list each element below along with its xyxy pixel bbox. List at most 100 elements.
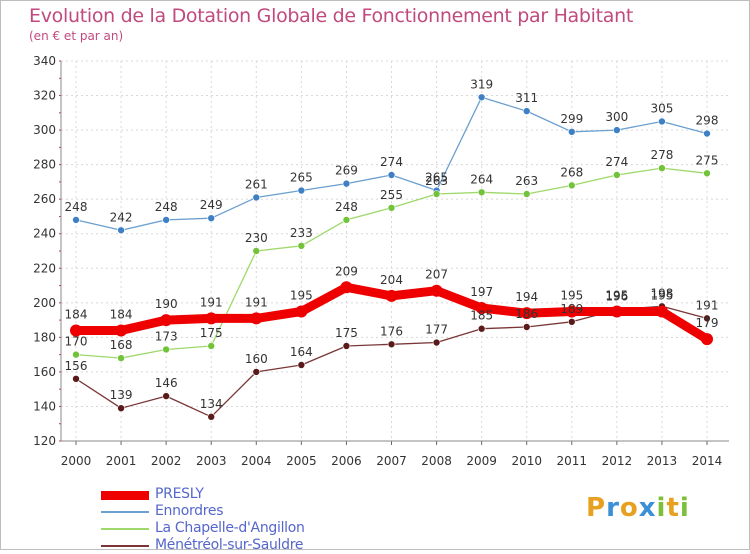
data-label: 278 [650,148,673,162]
data-label: 190 [155,297,178,311]
data-point [385,289,398,302]
data-label: 168 [110,338,133,352]
data-point [297,186,306,195]
data-point [162,345,170,354]
x-tick-label: 2006 [331,454,362,468]
y-tick-label: 320 [33,89,56,103]
data-label: 173 [155,329,178,343]
logo-letter: P [586,493,607,523]
data-point [162,216,170,224]
data-point [387,340,396,349]
x-tick-label: 2011 [557,454,588,468]
proxiti-logo: Proxiti [586,493,690,523]
legend-label: PRESLY [155,486,204,502]
logo-letter: i [679,493,690,523]
data-label: 300 [605,110,628,124]
legend-label: Ménétréol-sur-Sauldre [155,537,304,553]
data-point [387,171,396,179]
data-label: 268 [560,165,583,179]
y-tick-label: 260 [33,192,56,206]
data-label: 198 [650,286,673,300]
y-tick-label: 240 [33,227,56,241]
data-label: 249 [200,198,223,212]
data-label: 298 [696,114,719,128]
data-point [72,216,80,224]
axes: 120 140 160 180 200 220 240 260 280 300 320 340 2000… [33,54,729,468]
data-point [252,193,261,202]
data-label: 164 [290,345,313,359]
data-point [117,404,125,412]
data-label: 175 [335,326,358,340]
legend-entry: Ennordres [101,503,401,520]
data-point [520,307,533,320]
data-label: 248 [155,200,178,214]
data-point [567,318,576,326]
data-point [340,281,353,294]
y-tick-label: 160 [33,365,56,379]
data-label: 197 [470,285,493,299]
data-point [703,129,711,138]
data-point [565,305,578,318]
x-tick-label: 2004 [241,454,272,468]
data-label: 230 [245,231,268,245]
data-point [430,284,443,297]
x-tick-label: 2001 [106,454,137,468]
data-label: 184 [65,307,88,321]
data-label: 156 [65,359,88,373]
data-point [342,342,351,350]
data-point [117,354,125,362]
x-tick-label: 2013 [647,454,678,468]
data-label: 139 [110,388,133,402]
y-tick-label: 180 [33,330,56,344]
data-label: 184 [110,307,133,321]
data-point [522,107,531,115]
data-point [432,190,441,198]
data-label: 186 [515,307,538,321]
data-point [70,324,82,337]
x-tick-label: 2014 [692,454,723,468]
data-label: 275 [696,153,719,167]
data-point [72,375,80,383]
data-label: 191 [200,295,223,309]
legend-swatch [101,511,149,513]
x-tick-label: 2012 [602,454,633,468]
y-tick-label: 200 [33,296,56,310]
y-tick-label: 140 [33,399,56,413]
data-label: 263 [515,174,538,188]
data-point [477,188,486,197]
logo-letter: t [666,493,680,523]
data-label: 255 [380,188,403,202]
data-label: 265 [290,171,313,185]
data-point [252,247,261,255]
data-point [207,214,216,222]
data-label: 207 [425,268,448,282]
logo-letter: r [606,493,620,523]
data-label: 305 [650,101,673,115]
x-tick-label: 2008 [421,454,452,468]
data-label: 248 [65,200,88,214]
data-point [252,368,261,376]
data-point [387,204,396,212]
data-point [297,361,306,369]
chart-subtitle: (en € et par an) [29,29,124,43]
y-tick-label: 300 [33,123,56,137]
data-point [613,171,621,179]
grid-lines [61,60,729,442]
data-label: 195 [290,288,313,302]
data-label: 311 [515,91,538,105]
data-point [475,302,488,314]
y-tick-label: 280 [33,158,56,172]
y-tick-label: 220 [33,261,56,275]
data-label: 195 [605,288,628,302]
data-point [295,305,308,318]
data-label: 195 [650,288,673,302]
data-point [432,338,441,347]
data-point [655,305,668,318]
data-label: 146 [155,376,178,390]
data-point [703,314,711,323]
data-label: 319 [470,77,493,91]
data-point [522,190,531,198]
data-label: 242 [110,210,133,224]
